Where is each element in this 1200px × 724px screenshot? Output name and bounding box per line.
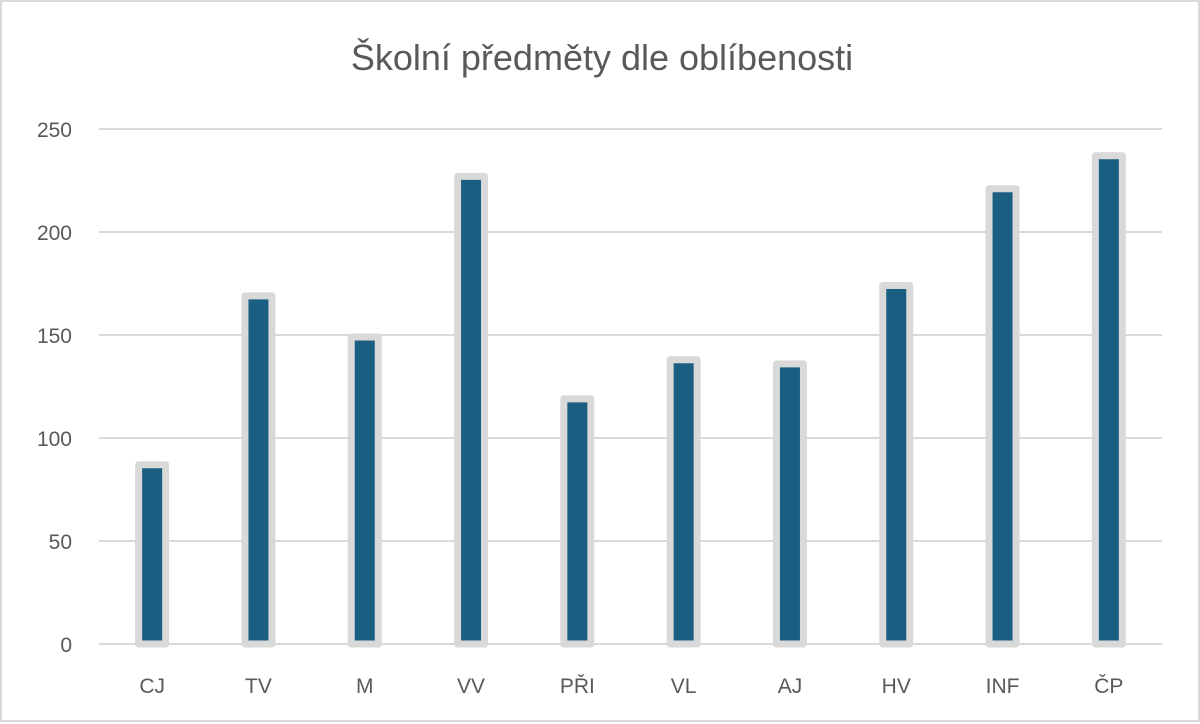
y-tick-label: 0 [60, 634, 72, 657]
x-tick-label: AJ [778, 675, 803, 698]
x-tick-label: CJ [139, 675, 165, 698]
bar-čp [1091, 152, 1126, 648]
chart-title: Školní předměty dle oblíbenosti [351, 37, 853, 78]
y-tick-label: 200 [37, 222, 72, 245]
bar-tv [241, 292, 276, 648]
x-tick-label: HV [882, 675, 911, 698]
bar-aj [772, 360, 807, 648]
y-tick-label: 100 [37, 428, 72, 451]
y-tick-label: 150 [37, 325, 72, 348]
bar-inf [985, 185, 1020, 648]
x-tick-label: ČP [1094, 675, 1123, 698]
x-tick-label: TV [245, 675, 272, 698]
x-tick-label: VL [671, 675, 697, 698]
bar-m [347, 333, 382, 648]
y-tick-label: 50 [49, 531, 72, 554]
bar-hv [879, 282, 914, 648]
x-tick-label: M [356, 675, 374, 698]
bar-při [560, 395, 595, 648]
x-tick-label: INF [986, 675, 1020, 698]
bar-cj [135, 461, 170, 648]
x-tick-label: PŘI [560, 675, 595, 698]
bar-vv [454, 172, 489, 648]
bar-vl [666, 356, 701, 648]
x-tick-label: VV [457, 675, 485, 698]
y-tick-label: 250 [37, 119, 72, 142]
